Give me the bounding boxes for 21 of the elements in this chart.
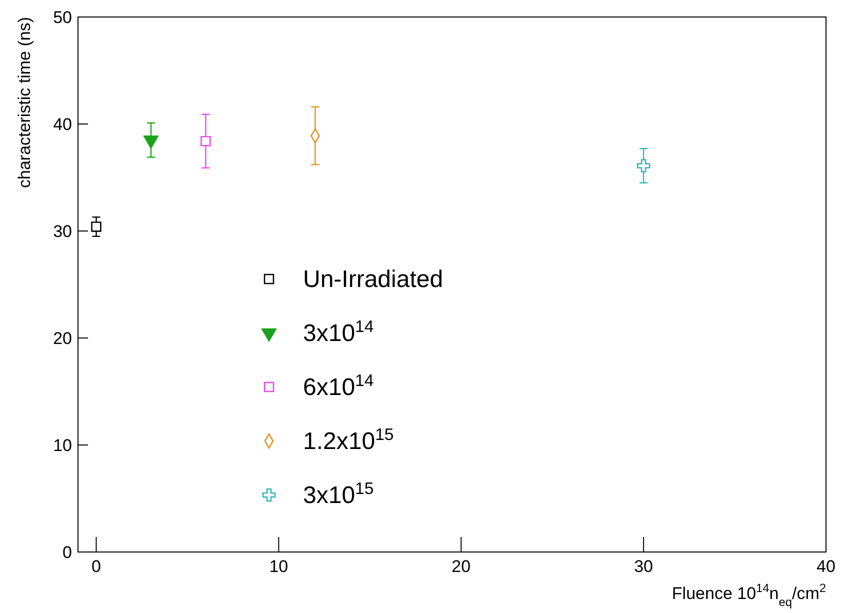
- legend-label: 3x10$^{15}$: [303, 478, 374, 509]
- x-axis-title: Fluence 10$^{14}$n$_{eq}$/cm$^{2}$: [672, 581, 826, 609]
- point: [200, 136, 211, 146]
- point: [636, 159, 650, 172]
- x-tick-label: 10: [269, 557, 288, 576]
- legend-label: 6x10$^{14}$: [303, 370, 374, 401]
- x-tick-label: 20: [452, 557, 471, 576]
- point: [91, 222, 102, 232]
- legend-label: Un-Irradiated: [303, 266, 444, 293]
- legend-label: 3x10$^{14}$: [303, 316, 374, 347]
- legend-label: 1.2x10$^{15}$: [303, 424, 394, 455]
- y-tick-label: 0: [62, 543, 72, 562]
- y-axis-title: characteristic time (ns): [15, 17, 34, 188]
- y-tick-label: 30: [53, 222, 72, 241]
- x-tick-label: 40: [816, 557, 836, 576]
- y-tick-label: 10: [53, 436, 72, 455]
- y-tick-label: 50: [53, 8, 72, 27]
- y-tick-label: 40: [53, 115, 72, 134]
- x-tick-label: 0: [92, 557, 101, 576]
- x-tick-label: 30: [634, 557, 654, 576]
- y-tick-label: 20: [53, 329, 72, 348]
